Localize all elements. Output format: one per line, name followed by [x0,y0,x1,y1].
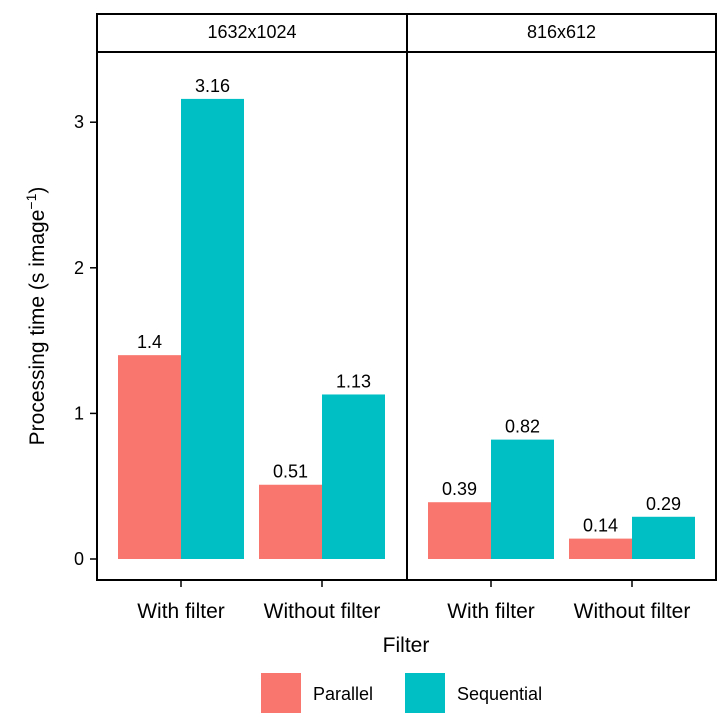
bar-parallel [569,538,632,559]
y-axis-title-close: ) [26,187,49,194]
data-label: 0.29 [646,494,681,514]
y-axis: 0 1 2 3 [74,112,97,569]
bar-sequential [322,394,385,559]
y-tick-label: 0 [74,549,84,569]
facet-panels: 1632x1024 816x612 [96,13,717,581]
legend-key-parallel [261,673,301,713]
data-label: 0.82 [505,417,540,437]
legend-label: Sequential [457,684,542,704]
y-tick-label: 2 [74,258,84,278]
bar-sequential [181,98,244,560]
data-label: 1.13 [336,371,371,391]
legend: Parallel Sequential [261,673,542,713]
bar-parallel [118,355,181,559]
facet-panel-frame [406,51,717,581]
x-axis: With filter Without filter With filter With… [137,580,690,623]
y-tick-label: 1 [74,403,84,423]
x-tick-label: With filter [137,600,225,623]
facet-strip [96,13,408,53]
x-tick-label: Without filter [264,600,381,623]
facet-strip [406,13,717,53]
y-axis-title-superscript: −1 [23,193,39,209]
bar-sequential [632,516,695,559]
bars [118,98,695,560]
data-label: 1.4 [137,332,162,352]
facet-strip-label: 1632x1024 [207,22,296,42]
y-axis-title: Processing time (s image−1) [23,187,49,446]
bar-parallel [428,502,491,559]
x-axis-title: Filter [383,634,430,657]
data-label: 0.14 [583,516,618,536]
facet-strip-label: 816x612 [527,22,596,42]
bar-parallel [259,484,322,559]
x-tick-label: With filter [447,600,535,623]
y-axis-title-main: Processing time (s image [26,210,49,446]
x-tick-label: Without filter [574,600,691,623]
data-label: 0.39 [442,479,477,499]
legend-key-sequential [405,673,445,713]
data-label: 0.51 [273,462,308,482]
data-label: 3.16 [195,76,230,96]
legend-label: Parallel [313,684,373,704]
bar-sequential [491,439,554,559]
y-tick-label: 3 [74,112,84,132]
data-labels: 1.4 3.16 0.51 1.13 0.39 0.82 0.14 0.29 [137,76,681,536]
